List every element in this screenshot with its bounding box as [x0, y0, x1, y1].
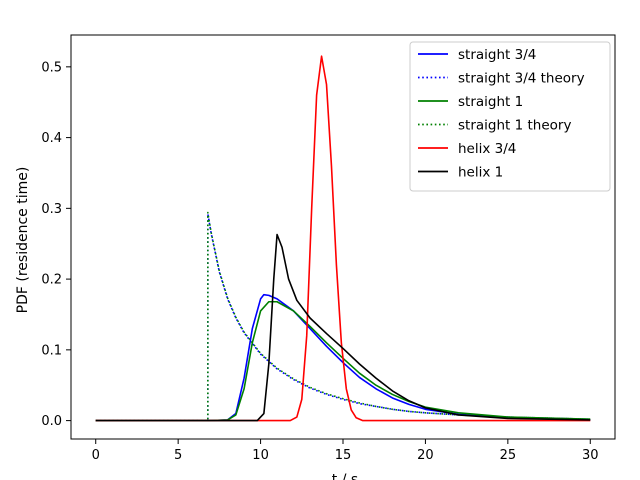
- legend-label: straight 1: [458, 94, 523, 110]
- x-axis-label: t / s: [332, 472, 358, 480]
- y-tick-label: 0.1: [41, 343, 62, 358]
- series-line-straight-1-theory: [95, 211, 591, 422]
- y-axis-label: PDF (residence time): [15, 167, 31, 314]
- y-tick-label: 0.3: [41, 202, 62, 217]
- plot-frame: [70, 34, 616, 440]
- legend-label: helix 1: [458, 165, 503, 181]
- y-tick-label: 0.2: [41, 273, 62, 288]
- plot-area-border: [70, 34, 616, 440]
- legend-label: straight 3/4: [458, 47, 536, 63]
- y-tick-label: 0.5: [41, 60, 62, 75]
- series-line-helix-3-4: [95, 55, 591, 422]
- x-tick-label: 0: [92, 448, 100, 463]
- legend-label: straight 1 theory: [458, 118, 571, 134]
- series-line-straight-3-4-theory: [95, 213, 591, 422]
- x-tick-label: 5: [174, 448, 182, 463]
- x-tick-label: 25: [500, 448, 517, 463]
- legend-label: helix 3/4: [458, 141, 516, 157]
- legend-box: [409, 41, 611, 192]
- series-group: [95, 55, 591, 422]
- y-tick-label: 0.0: [41, 414, 62, 429]
- legend: straight 3/4 straight 3/4 theory straight …: [409, 41, 611, 192]
- axes: 0 5 10 15 20 25 30 0.0 0.1 0.2 0.3 0.4 0.5: [41, 60, 598, 463]
- x-tick-label: 30: [582, 448, 599, 463]
- y-tick-label: 0.4: [41, 131, 62, 146]
- legend-label: straight 3/4 theory: [458, 71, 585, 87]
- x-tick-label: 15: [335, 448, 352, 463]
- series-line-helix-1: [95, 233, 591, 422]
- x-tick-label: 20: [417, 448, 434, 463]
- x-tick-label: 10: [252, 448, 269, 463]
